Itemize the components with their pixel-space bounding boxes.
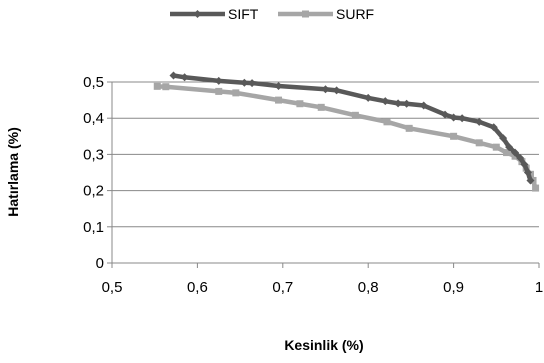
legend-sift-marker (193, 10, 202, 18)
sift-point-13 (441, 110, 450, 119)
sift-point-12 (419, 101, 428, 110)
sift-point-4 (248, 79, 257, 88)
x-tick-label-0: 0,5 (102, 279, 123, 296)
tick-labels: 0 0,1 0,2 0,3 0,4 0,5 0,5 0,6 0,7 0,8 0,9 1 (83, 74, 543, 296)
y-tick-label-0: 0 (96, 255, 104, 272)
sift-point-0 (169, 71, 178, 80)
surf-point-7 (351, 111, 359, 119)
sift-point-1 (180, 73, 189, 82)
sift-point-17 (489, 123, 498, 132)
gridlines (112, 81, 539, 228)
y-tick-label-4: 0,4 (83, 110, 104, 127)
x-tick-label-1: 0,6 (187, 279, 208, 296)
surf-point-10 (450, 132, 458, 140)
surf-point-3 (232, 89, 240, 97)
sift-point-2 (214, 76, 223, 85)
surf-point-19 (532, 184, 540, 192)
surf-point-11 (475, 139, 483, 147)
y-tick-label-2: 0,2 (83, 183, 104, 200)
sift-point-6 (321, 85, 330, 94)
y-tick-label-5: 0,5 (83, 74, 104, 91)
axes (107, 81, 540, 268)
y-tick-label-3: 0,3 (83, 146, 104, 163)
sift-point-9 (381, 97, 390, 106)
legend-surf-marker (302, 10, 309, 18)
x-tick-label-4: 0,9 (443, 279, 464, 296)
sift-point-16 (475, 117, 484, 126)
sift-point-15 (458, 114, 467, 123)
sift-point-11 (402, 99, 411, 108)
x-tick-label-5: 1 (535, 279, 543, 296)
sift-point-3 (240, 78, 249, 87)
sift-point-19 (505, 143, 514, 152)
surf-point-0 (153, 82, 161, 90)
sift-point-22 (520, 160, 529, 169)
x-tick-label-2: 0,7 (272, 279, 293, 296)
surf-point-1 (162, 83, 170, 91)
legend: SIFT SURF (170, 6, 374, 22)
surf-point-9 (405, 124, 413, 132)
sift-point-24 (526, 176, 535, 185)
surf-point-8 (383, 118, 391, 126)
legend-surf-label: SURF (336, 6, 374, 22)
sift-point-10 (394, 99, 403, 108)
surf-series-line (157, 84, 538, 189)
sift-point-8 (364, 93, 373, 102)
surf-point-4 (275, 96, 283, 104)
surf-point-2 (215, 87, 223, 95)
y-axis-title: Hatırlama (%) (5, 127, 21, 216)
surf-point-13 (503, 149, 511, 157)
legend-sift-label: SIFT (228, 6, 259, 22)
sift-point-23 (523, 168, 532, 177)
series-group (153, 71, 540, 192)
sift-point-7 (332, 86, 341, 95)
y-tick-label-1: 0,1 (83, 219, 104, 236)
surf-point-6 (317, 103, 325, 111)
surf-point-5 (296, 100, 304, 108)
sift-point-5 (274, 81, 283, 90)
sift-point-20 (511, 148, 520, 157)
x-axis-title: Kesinlik (%) (284, 337, 363, 353)
x-tick-label-3: 0,8 (358, 279, 379, 296)
sift-point-21 (516, 154, 525, 163)
sift-point-18 (499, 134, 508, 143)
surf-point-12 (492, 143, 500, 151)
sift-point-14 (449, 113, 458, 122)
